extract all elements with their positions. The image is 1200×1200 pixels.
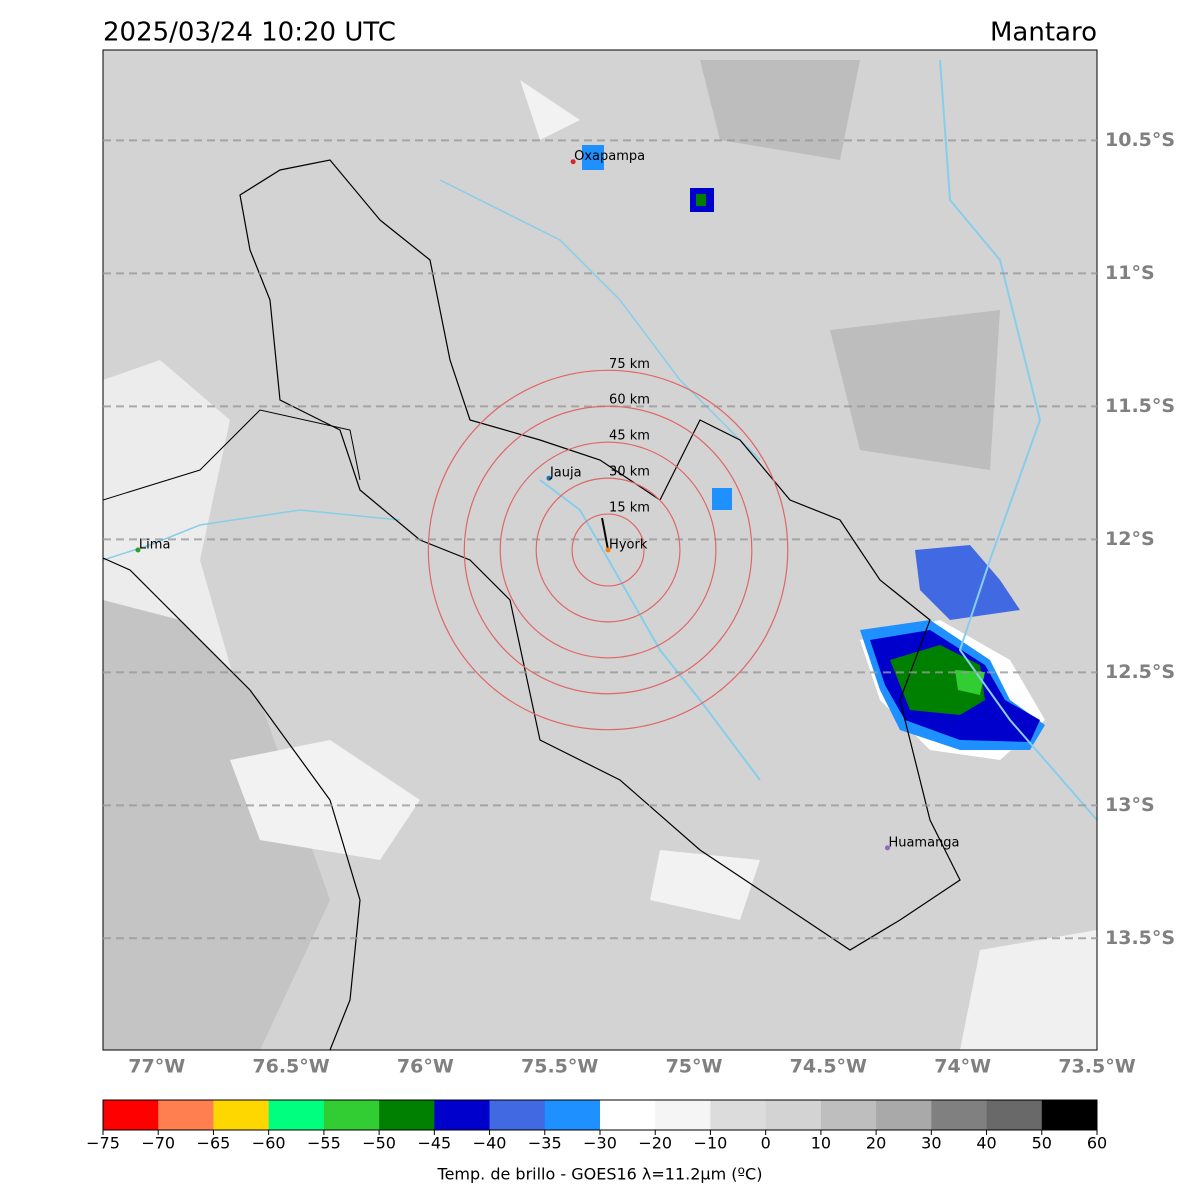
range-ring-label: 45 km xyxy=(609,429,650,444)
colorbar-tick-label: −70 xyxy=(141,1134,175,1153)
lon-tick-label: 76°W xyxy=(397,1056,454,1078)
colorbar-bin xyxy=(710,1100,766,1130)
colorbar-bin xyxy=(268,1100,325,1130)
colorbar-tick-label: −45 xyxy=(417,1134,451,1153)
colorbar-tick-label: −35 xyxy=(528,1134,562,1153)
lon-tick-label: 77°W xyxy=(128,1056,185,1078)
lat-tick-label: 12.5°S xyxy=(1105,661,1175,683)
colorbar-bin xyxy=(876,1100,932,1130)
colorbar-bin xyxy=(820,1100,877,1130)
colorbar-bin xyxy=(323,1100,380,1130)
colorbar-bin xyxy=(103,1100,159,1130)
colorbar-bin xyxy=(986,1100,1043,1130)
range-ring xyxy=(499,441,717,659)
colorbar-bin xyxy=(213,1100,269,1130)
colorbar-tick-label: −40 xyxy=(473,1134,507,1153)
lon-tick-label: 75.5°W xyxy=(521,1056,598,1078)
colorbar-bin xyxy=(600,1100,656,1130)
lon-tick-label: 73.5°W xyxy=(1058,1056,1135,1078)
colorbar-tick-label: 60 xyxy=(1087,1134,1107,1153)
colorbar-tick-label: −50 xyxy=(362,1134,396,1153)
colorbar-tick-label: −75 xyxy=(86,1134,120,1153)
map-frame xyxy=(102,49,1098,1051)
radar-beam xyxy=(601,517,610,551)
colorbar-tick-label: −65 xyxy=(197,1134,231,1153)
range-ring-label: 15 km xyxy=(609,501,650,516)
lat-tick-label: 12°S xyxy=(1105,528,1155,550)
lat-tick-label: 11°S xyxy=(1105,262,1155,284)
colorbar-bin xyxy=(655,1100,711,1130)
colorbar-tick-label: 40 xyxy=(976,1134,996,1153)
lon-tick-label: 74.5°W xyxy=(790,1056,867,1078)
colorbar-bin xyxy=(489,1100,546,1130)
lon-tick-label: 74°W xyxy=(934,1056,991,1078)
place-label: Hyork xyxy=(609,538,648,553)
place-label: Huamanga xyxy=(888,835,959,850)
colorbar-tick-label: 50 xyxy=(1032,1134,1052,1153)
colorbar-tick-label: 30 xyxy=(921,1134,941,1153)
colorbar-bin xyxy=(1041,1100,1098,1130)
place-marker xyxy=(570,159,576,165)
colorbar-bin xyxy=(379,1100,435,1130)
place-label: Lima xyxy=(139,538,170,553)
place-marker xyxy=(546,475,552,481)
lon-tick-label: 75°W xyxy=(666,1056,723,1078)
place-marker xyxy=(135,547,141,553)
colorbar-tick-label: 20 xyxy=(866,1134,886,1153)
region-title: Mantaro xyxy=(990,18,1097,48)
map-imagery xyxy=(103,50,1097,1050)
range-ring xyxy=(463,405,753,695)
colorbar-tick-label: −30 xyxy=(583,1134,617,1153)
place-label: Oxapampa xyxy=(574,149,645,164)
colorbar-bin xyxy=(158,1100,214,1130)
colorbar-tick-label: 0 xyxy=(761,1134,771,1153)
colorbar-bin xyxy=(931,1100,987,1130)
range-ring xyxy=(571,513,645,587)
place-marker xyxy=(605,547,611,553)
title: 2025/03/24 10:20 UTC xyxy=(103,18,396,48)
range-ring xyxy=(535,477,681,623)
range-ring xyxy=(427,369,789,731)
colorbar-label: Temp. de brillo - GOES16 λ=11.2μm (ºC) xyxy=(437,1165,763,1184)
colorbar-tick-label: −55 xyxy=(307,1134,341,1153)
colorbar-bin xyxy=(765,1100,822,1130)
colorbar-bin xyxy=(434,1100,490,1130)
lat-tick-label: 13.5°S xyxy=(1105,927,1175,949)
lat-tick-label: 10.5°S xyxy=(1105,129,1175,151)
colorbar-tick-label: −20 xyxy=(638,1134,672,1153)
lon-tick-label: 76.5°W xyxy=(252,1056,329,1078)
lat-tick-label: 11.5°S xyxy=(1105,395,1175,417)
place-marker xyxy=(884,845,890,851)
range-ring-label: 60 km xyxy=(609,393,650,408)
colorbar-tick-label: −60 xyxy=(252,1134,286,1153)
lat-tick-label: 13°S xyxy=(1105,794,1155,816)
colorbar-bin xyxy=(544,1100,601,1130)
colorbar-tick-label: 10 xyxy=(811,1134,831,1153)
range-ring-label: 30 km xyxy=(609,465,650,480)
colorbar-tick-label: −10 xyxy=(694,1134,728,1153)
range-ring-label: 75 km xyxy=(609,357,650,372)
place-label: Jauja xyxy=(549,466,582,481)
